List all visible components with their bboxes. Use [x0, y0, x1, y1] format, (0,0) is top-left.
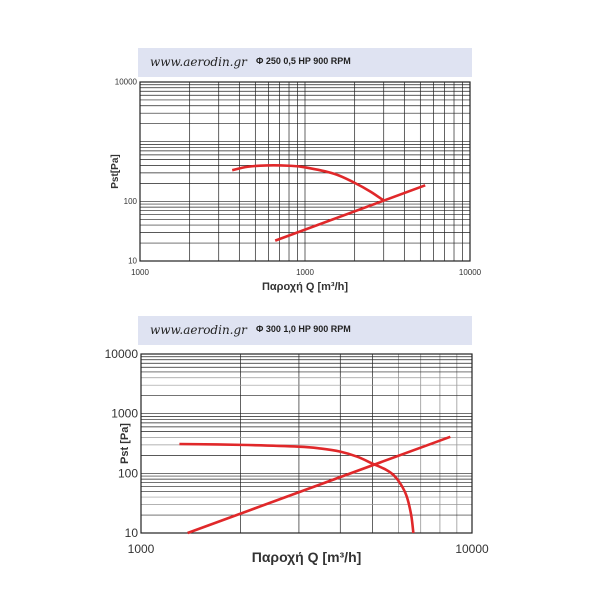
- x-tick-label: 1000: [296, 268, 314, 277]
- y-tick-label: 10: [128, 257, 137, 266]
- y-tick-label: 1000: [111, 407, 138, 421]
- y-tick-label: 10: [125, 526, 139, 540]
- y-axis-label: Pst[Pa]: [110, 154, 121, 188]
- site-url: www.aerodin.gr: [150, 323, 247, 337]
- system-curve-line: [187, 435, 451, 535]
- x-axis-label: Παροχή Q [m³/h]: [252, 549, 362, 565]
- y-tick-label: 100: [124, 197, 138, 206]
- x-axis-label: Παροχή Q [m³/h]: [262, 281, 348, 293]
- x-tick-label: 1000: [128, 542, 155, 556]
- plot-frame: [139, 81, 471, 262]
- site-url: www.aerodin.gr: [150, 55, 247, 69]
- x-tick-label: 10000: [459, 268, 482, 277]
- chart1-header: www.aerodin.gr Φ 250 0,5 HP 900 RPM: [138, 48, 472, 77]
- y-axis-label: Pst [Pa]: [119, 423, 131, 464]
- model-title: Φ 300 1,0 HP 900 RPM: [256, 324, 351, 334]
- y-tick-label: 10000: [115, 78, 138, 87]
- x-tick-label: 10000: [455, 542, 489, 556]
- model-title: Φ 250 0,5 HP 900 RPM: [256, 56, 351, 66]
- y-tick-label: 100: [118, 466, 138, 480]
- fan-curve-line: [231, 164, 385, 202]
- fan-curve-line: [179, 442, 415, 534]
- plot-frame: [140, 353, 473, 534]
- x-tick-label: 1000: [131, 268, 149, 277]
- system-curve-line: [274, 184, 426, 242]
- y-tick-label: 10000: [105, 347, 139, 361]
- chart2-header: www.aerodin.gr Φ 300 1,0 HP 900 RPM: [138, 316, 472, 345]
